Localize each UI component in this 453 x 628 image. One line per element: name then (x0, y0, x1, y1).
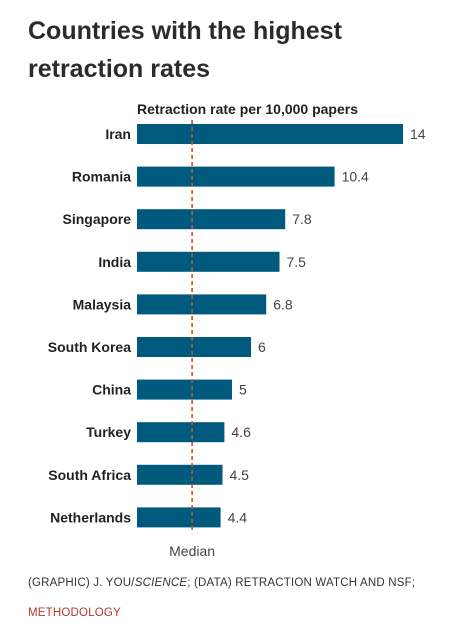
category-label-9: Netherlands (50, 509, 131, 525)
bar-9 (137, 507, 221, 528)
value-label-1: 10.4 (342, 169, 369, 185)
category-label-1: Romania (72, 169, 131, 185)
category-label-0: Iran (105, 126, 131, 142)
category-label-6: China (92, 382, 131, 398)
credit-line: (GRAPHIC) J. YOU/SCIENCE; (DATA) RETRACT… (28, 568, 438, 628)
value-label-3: 7.5 (287, 254, 307, 270)
methodology-link[interactable]: METHODOLOGY (28, 607, 121, 619)
value-label-6: 5 (239, 382, 247, 398)
category-label-7: Turkey (86, 424, 131, 440)
value-label-2: 7.8 (292, 211, 312, 227)
bar-5 (137, 337, 251, 357)
credit-source: SCIENCE (134, 577, 188, 589)
bar-6 (137, 379, 232, 400)
page-title: Countries with the highest retraction ra… (28, 17, 342, 83)
bar-8 (137, 464, 223, 485)
credit-prefix: (GRAPHIC) J. YOU/ (28, 577, 135, 589)
bar-2 (137, 209, 286, 230)
bar-3 (137, 251, 280, 272)
chart-subtitle: Retraction rate per 10,000 papers (137, 101, 358, 117)
value-label-4: 6.8 (273, 296, 293, 312)
bar-1 (137, 166, 335, 187)
value-label-0: 14 (410, 126, 426, 142)
value-label-9: 4.4 (228, 509, 248, 525)
bar-7 (137, 422, 225, 443)
value-label-8: 4.5 (230, 467, 250, 483)
category-label-2: Singapore (63, 211, 132, 227)
median-label: Median (169, 543, 215, 559)
bar-0 (137, 124, 403, 144)
category-label-5: South Korea (48, 339, 131, 355)
credit-middle: ; (DATA) RETRACTION WATCH AND NSF; (187, 577, 416, 589)
bar-4 (137, 294, 267, 315)
category-label-8: South Africa (48, 467, 131, 483)
category-label-3: India (98, 254, 131, 270)
value-label-5: 6 (258, 339, 266, 355)
value-label-7: 4.6 (231, 424, 251, 440)
category-label-4: Malaysia (73, 296, 132, 312)
